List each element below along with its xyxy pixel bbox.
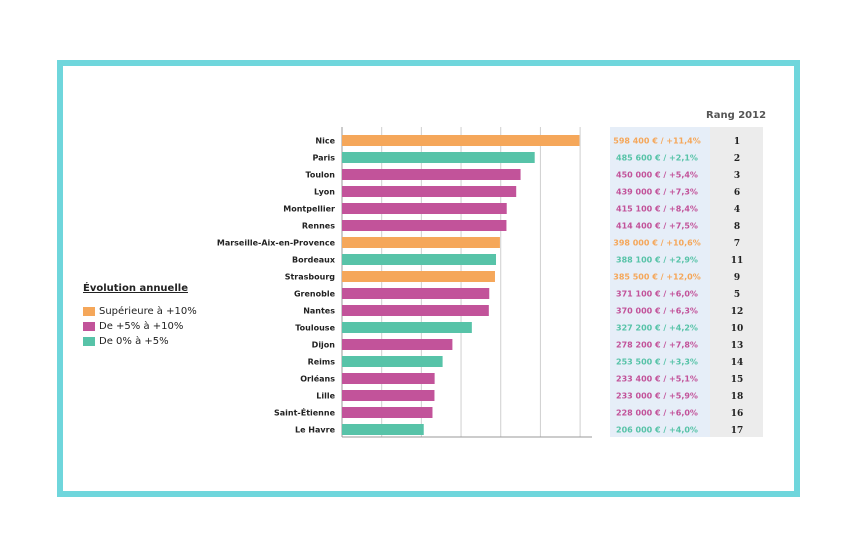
value-label: 233 000 € / +5,9% [616,392,698,401]
bar [342,186,517,197]
category-label: Toulouse [295,324,335,333]
bar [342,322,472,333]
category-label: Orléans [300,374,335,384]
legend-title: Évolution annuelle [83,283,188,294]
value-label: 598 400 € / +11,4% [613,137,700,146]
category-label: Marseille-Aix-en-Provence [217,239,336,248]
category-label: Montpellier [283,205,335,214]
bar [342,424,424,435]
legend-swatch-magenta [83,321,95,331]
rank-label: 10 [731,324,744,334]
value-label: 450 000 € / +5,4% [616,171,698,180]
rank-label: 13 [731,341,744,351]
rank-header: Rang 2012 [706,110,767,121]
rank-label: 14 [731,358,744,368]
rank-label: 8 [734,222,740,232]
legend-label: Supérieure à +10% [99,305,197,317]
category-label: Saint-Étienne [274,407,336,418]
value-label: 398 000 € / +10,6% [613,239,700,248]
value-label: 233 400 € / +5,1% [616,375,698,384]
bar [342,152,535,163]
legend-swatch-teal [83,336,95,346]
legend: Évolution annuelle Supérieure à +10% De … [83,283,197,349]
rank-label: 12 [731,307,744,317]
category-label: Lille [316,392,335,401]
value-label: 485 600 € / +2,1% [616,154,698,163]
legend-swatch-orange [83,306,95,316]
category-label: Reims [308,358,336,367]
bar [342,356,443,367]
value-label: 370 000 € / +6,3% [616,307,698,316]
bar [342,390,435,401]
rank-label: 3 [734,171,740,181]
value-label: 415 100 € / +8,4% [616,205,698,214]
value-label: 371 100 € / +6,0% [616,290,698,299]
bar [342,288,490,299]
rank-label: 16 [731,409,744,419]
rank-label: 11 [731,256,744,266]
value-label: 385 500 € / +12,0% [613,273,700,282]
rank-panel [710,127,763,437]
category-label: Paris [313,154,336,163]
rank-label: 4 [734,205,740,215]
legend-label: De 0% à +5% [99,335,169,347]
value-label: 439 000 € / +7,3% [616,188,698,197]
category-label: Bordeaux [292,256,336,265]
legend-item-teal: De 0% à +5% [83,334,197,348]
legend-item-orange: Supérieure à +10% [83,304,197,318]
bar [342,203,507,214]
rank-label: 15 [731,375,744,385]
category-label: Grenoble [294,290,336,299]
rank-label: 2 [734,154,740,164]
value-panel [610,127,710,437]
value-label: 388 100 € / +2,9% [616,256,698,265]
bar [342,339,453,350]
rank-label: 7 [734,239,740,249]
rank-label: 1 [734,137,740,147]
bar [342,271,495,282]
rank-label: 6 [734,188,740,198]
bar [342,305,489,316]
value-label: 327 200 € / +4,2% [616,324,698,333]
rank-label: 17 [731,426,744,436]
rank-label: 18 [731,392,744,402]
category-label: Toulon [305,171,335,180]
value-label: 278 200 € / +7,8% [616,341,698,350]
category-label: Nantes [303,307,335,316]
category-label: Nice [315,137,335,146]
rank-label: 9 [734,273,740,283]
value-label: 228 000 € / +6,0% [616,409,698,418]
bar [342,407,433,418]
category-label: Rennes [302,222,335,231]
bar [342,254,497,265]
category-label: Le Havre [295,426,336,435]
value-label: 414 400 € / +7,5% [616,222,698,231]
bar [342,169,521,180]
bar [342,220,507,231]
legend-label: De +5% à +10% [99,320,184,332]
bar [342,373,435,384]
rank-label: 5 [734,290,740,300]
category-label: Lyon [314,188,335,197]
category-label: Dijon [312,341,336,350]
legend-item-magenta: De +5% à +10% [83,319,197,333]
category-label: Strasbourg [285,273,336,282]
bar [342,237,500,248]
bar [342,135,580,146]
value-label: 206 000 € / +4,0% [616,426,698,435]
value-label: 253 500 € / +3,3% [616,358,698,367]
